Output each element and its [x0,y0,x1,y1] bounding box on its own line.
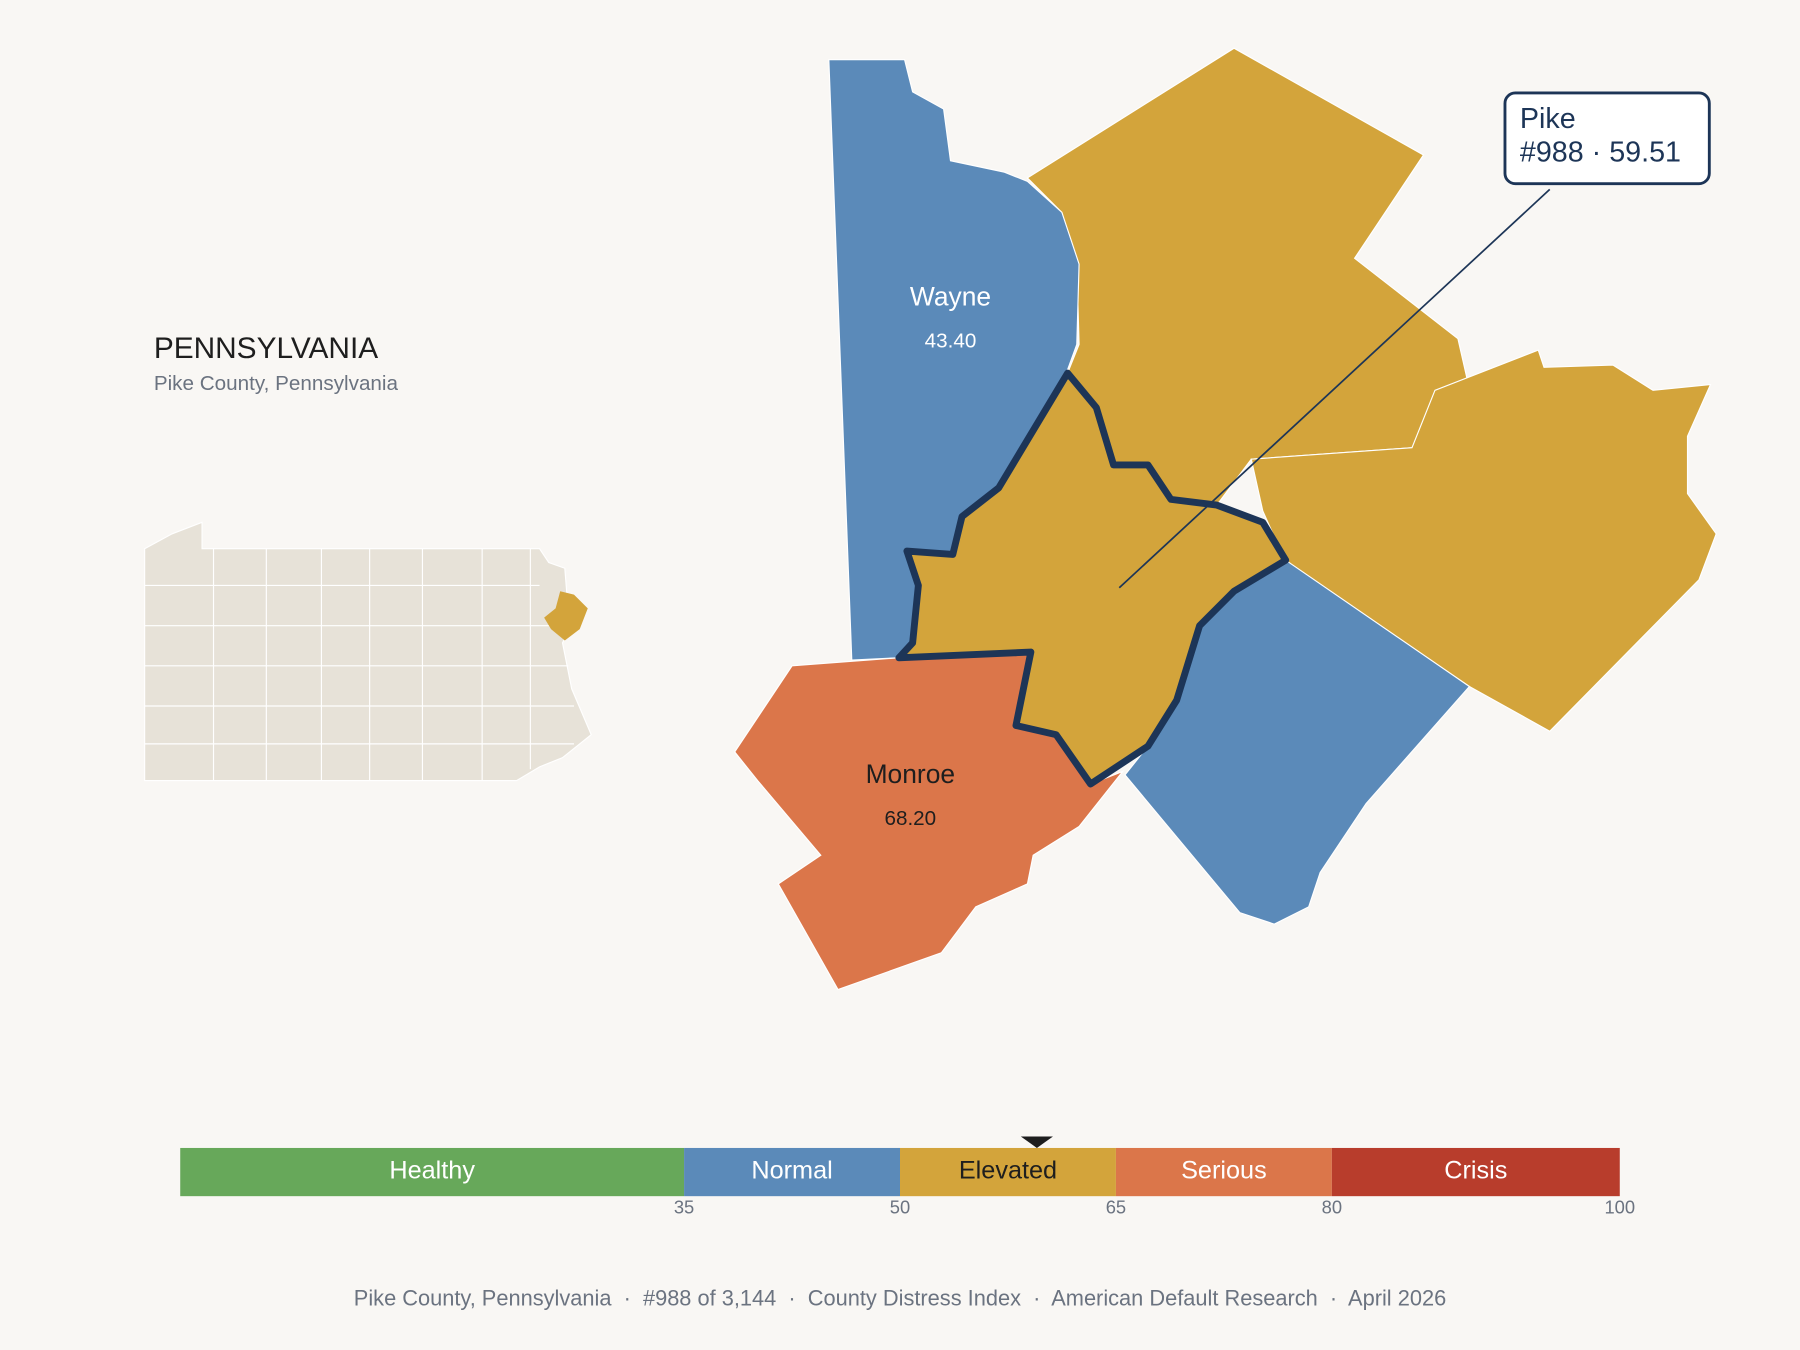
legend-tick-label: 35 [674,1197,694,1218]
legend-band [1331,1147,1620,1197]
county-map: Wayne 43.40 Monroe 68.20 Pike#988 · 59.51 [733,47,1717,991]
county-name: Monroe [866,759,955,789]
legend-tick-label: 65 [1106,1197,1126,1218]
county-name: Wayne [910,281,991,311]
legend-tick-label: 80 [1322,1197,1342,1218]
legend-band-label: Crisis [1444,1157,1507,1185]
state-subtitle: Pike County, Pennsylvania [154,372,399,395]
state-outline [144,521,592,782]
minimap-highlight [544,591,588,641]
legend-band-label: Elevated [959,1157,1057,1185]
callout-box [1503,91,1711,186]
legend-band-label: Serious [1181,1157,1267,1185]
legend-band-label: Normal [751,1157,832,1185]
state-county-lines [144,548,574,781]
county-value: 68.20 [884,807,936,830]
legend-band [684,1147,900,1197]
callout-detail: #988 · 59.51 [1520,136,1681,168]
legend-band-label: Healthy [389,1157,475,1185]
state-title: PENNSYLVANIA [154,332,378,365]
legend-tick-label: 100 [1604,1197,1635,1218]
legend-band [1115,1147,1332,1197]
callout-title: Pike [1520,103,1576,135]
footer: Pike County, Pennsylvania · #988 of 3,14… [354,1285,1446,1310]
legend: Healthy Normal Elevated Serious Crisis 35 50 65… [180,1136,1635,1218]
callout-leader [1118,188,1551,589]
selected-county [895,369,1290,788]
county-value: 43.40 [925,330,977,353]
legend-marker [1020,1136,1053,1148]
legend-band [900,1147,1116,1197]
legend-tick-label: 50 [890,1197,910,1218]
legend-band [180,1147,685,1197]
